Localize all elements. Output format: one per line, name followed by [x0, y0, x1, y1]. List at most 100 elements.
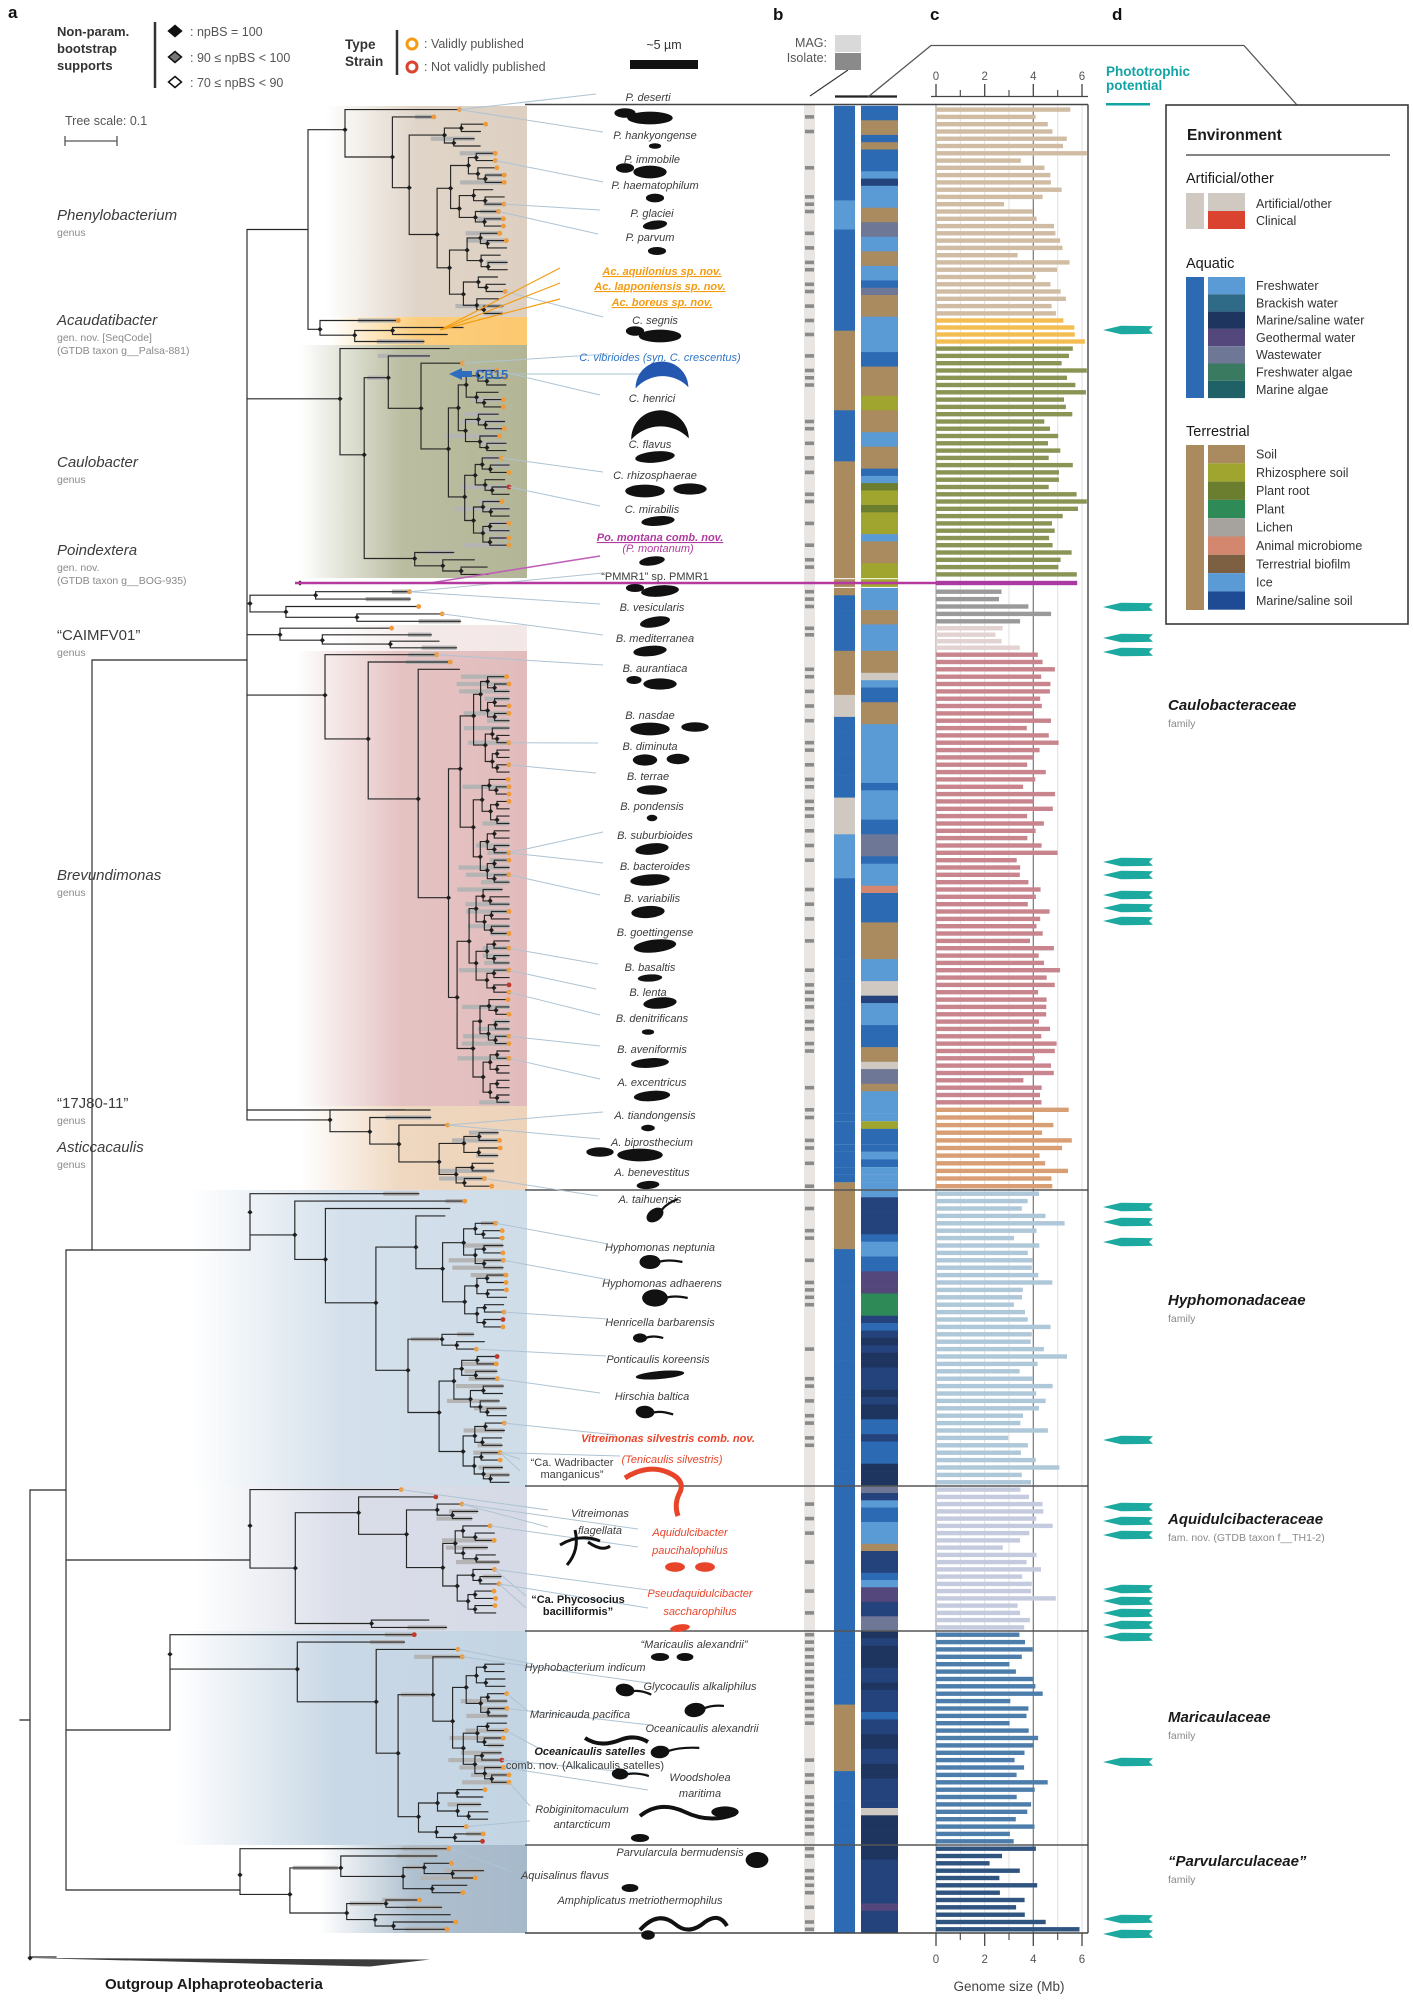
svg-text:: Not validly published: : Not validly published [424, 60, 546, 74]
svg-text:Aquidulcibacteraceae: Aquidulcibacteraceae [1167, 1511, 1323, 1528]
svg-text:Marine algae: Marine algae [1256, 383, 1328, 397]
svg-text:Genome size (Mb): Genome size (Mb) [953, 1979, 1064, 1994]
svg-text:genus: genus [57, 227, 86, 239]
svg-text:genus: genus [57, 647, 86, 659]
svg-text:Aquidulcibacter: Aquidulcibacter [651, 1527, 729, 1539]
svg-text:Artificial/other: Artificial/other [1256, 197, 1332, 211]
svg-text:: Validly published: : Validly published [424, 37, 524, 51]
svg-text:family: family [1168, 1313, 1196, 1325]
svg-text:Isolate:: Isolate: [787, 51, 827, 65]
svg-text:Ac. lapponiensis sp. nov.: Ac. lapponiensis sp. nov. [593, 281, 725, 293]
svg-text:supports: supports [57, 58, 113, 73]
svg-text:Marinicauda pacifica: Marinicauda pacifica [530, 1709, 630, 1721]
svg-text:Ice: Ice [1256, 576, 1273, 590]
svg-text:Hyphomonas neptunia: Hyphomonas neptunia [605, 1242, 715, 1254]
svg-text:Non-param.: Non-param. [57, 24, 129, 39]
svg-text:Phototrophic: Phototrophic [1106, 64, 1190, 79]
svg-text:Caulobacteraceae: Caulobacteraceae [1168, 697, 1296, 714]
svg-text:Terrestrial: Terrestrial [1186, 424, 1250, 440]
svg-text:Clinical: Clinical [1256, 214, 1296, 228]
svg-text:genus: genus [57, 1159, 86, 1171]
svg-text:Type: Type [345, 37, 376, 52]
svg-text:: npBS = 100: : npBS = 100 [190, 25, 263, 39]
svg-text:gen. nov. [SeqCode]: gen. nov. [SeqCode] [57, 332, 152, 344]
svg-text:B. pondensis: B. pondensis [620, 801, 684, 813]
svg-text:Aquisalinus flavus: Aquisalinus flavus [520, 1870, 610, 1882]
svg-text:: 70 ≤ npBS < 90: : 70 ≤ npBS < 90 [190, 76, 283, 90]
svg-text:B. terrae: B. terrae [627, 771, 669, 783]
svg-text:“Maricaulis alexandrii”: “Maricaulis alexandrii” [641, 1639, 749, 1651]
svg-text:“Parvularculaceae”: “Parvularculaceae” [1168, 1853, 1307, 1870]
svg-text:Brevundimonas: Brevundimonas [57, 867, 162, 884]
svg-text:(GTDB taxon g__Palsa-881): (GTDB taxon g__Palsa-881) [57, 345, 189, 357]
svg-text:6: 6 [1079, 1954, 1085, 1966]
svg-text:Vitreimonas silvestris comb. n: Vitreimonas silvestris comb. nov. [581, 1433, 755, 1445]
svg-text:b: b [773, 5, 783, 24]
svg-text:Ac. aquilonius sp. nov.: Ac. aquilonius sp. nov. [601, 266, 721, 278]
svg-text:“CAIMFV01”: “CAIMFV01” [57, 627, 140, 644]
svg-text:Freshwater algae: Freshwater algae [1256, 366, 1353, 380]
svg-text:Environment: Environment [1187, 127, 1282, 144]
svg-text:“Ca. Wadribacter: “Ca. Wadribacter [531, 1457, 614, 1469]
svg-text:P. glaciei: P. glaciei [630, 208, 674, 220]
svg-text:MAG:: MAG: [795, 36, 827, 50]
svg-text:gen. nov.: gen. nov. [57, 562, 99, 574]
svg-text:Glycocaulis alkaliphilus: Glycocaulis alkaliphilus [643, 1681, 757, 1693]
svg-text:Aquatic: Aquatic [1186, 256, 1234, 272]
svg-text:Robiginitomaculum: Robiginitomaculum [535, 1804, 629, 1816]
svg-text:Artificial/other: Artificial/other [1186, 171, 1274, 187]
svg-text:2: 2 [981, 1954, 987, 1966]
svg-text:A. excentricus: A. excentricus [616, 1077, 687, 1089]
svg-text:(Tenicaulis silvestris): (Tenicaulis silvestris) [621, 1454, 722, 1466]
svg-text:paucihalophilus: paucihalophilus [651, 1545, 728, 1557]
svg-text:0: 0 [933, 71, 939, 83]
svg-text:Rhizosphere soil: Rhizosphere soil [1256, 466, 1348, 480]
svg-text:Hirschia baltica: Hirschia baltica [615, 1391, 690, 1403]
svg-text:manganicus”: manganicus” [541, 1469, 604, 1481]
svg-text:Pseudaquidulcibacter: Pseudaquidulcibacter [647, 1588, 754, 1600]
svg-text:4: 4 [1030, 71, 1037, 83]
svg-text:a: a [8, 3, 18, 22]
svg-text:A. biprosthecium: A. biprosthecium [610, 1137, 693, 1149]
svg-text:B. nasdae: B. nasdae [625, 710, 675, 722]
svg-text:Vitreimonas: Vitreimonas [571, 1508, 629, 1520]
svg-text:Poindextera: Poindextera [57, 542, 137, 559]
svg-text:Ponticaulis koreensis: Ponticaulis koreensis [606, 1354, 710, 1366]
svg-text:Ac. boreus sp. nov.: Ac. boreus sp. nov. [611, 297, 713, 309]
svg-text:B. mediterranea: B. mediterranea [616, 633, 694, 645]
svg-text:4: 4 [1030, 1954, 1037, 1966]
svg-text:P. parvum: P. parvum [626, 232, 675, 244]
svg-text:Wastewater: Wastewater [1256, 348, 1322, 362]
svg-text:6: 6 [1079, 71, 1085, 83]
svg-text:P. haematophilum: P. haematophilum [611, 180, 698, 192]
svg-text:flagellata: flagellata [578, 1525, 622, 1537]
svg-text:B. variabilis: B. variabilis [624, 893, 681, 905]
svg-text:B. aurantiaca: B. aurantiaca [623, 663, 688, 675]
svg-text:Amphiplicatus metriothermophil: Amphiplicatus metriothermophilus [556, 1895, 723, 1907]
svg-text:P. hankyongense: P. hankyongense [613, 130, 697, 142]
svg-text:B. bacteroides: B. bacteroides [620, 861, 691, 873]
svg-text:Caulobacter: Caulobacter [57, 454, 139, 471]
svg-text:Tree scale: 0.1: Tree scale: 0.1 [65, 114, 147, 128]
svg-text:2: 2 [981, 71, 987, 83]
svg-text:“17J80-11”: “17J80-11” [57, 1095, 128, 1112]
svg-text:antarcticum: antarcticum [554, 1819, 611, 1831]
svg-text:B. aveniformis: B. aveniformis [617, 1044, 687, 1056]
svg-text:Henricella barbarensis: Henricella barbarensis [605, 1317, 715, 1329]
svg-text:genus: genus [57, 474, 86, 486]
svg-text:: 90 ≤ npBS < 100: : 90 ≤ npBS < 100 [190, 51, 290, 65]
svg-text:“PMMR1” sp. PMMR1: “PMMR1” sp. PMMR1 [601, 571, 709, 583]
svg-text:C. rhizosphaerae: C. rhizosphaerae [613, 470, 697, 482]
svg-text:genus: genus [57, 1115, 86, 1127]
svg-text:maritima: maritima [679, 1788, 721, 1800]
svg-text:A. benevestitus: A. benevestitus [613, 1167, 690, 1179]
svg-text:fam. nov. (GTDB taxon f__TH1-2: fam. nov. (GTDB taxon f__TH1-2) [1168, 1532, 1325, 1544]
svg-text:B. vesicularis: B. vesicularis [620, 602, 685, 614]
svg-text:bootstrap: bootstrap [57, 41, 117, 56]
svg-text:P. immobile: P. immobile [624, 154, 680, 166]
svg-text:comb. nov. (Alkalicaulis satel: comb. nov. (Alkalicaulis satelles) [506, 1760, 664, 1772]
svg-text:B. lenta: B. lenta [629, 987, 666, 999]
svg-text:Phenylobacterium: Phenylobacterium [57, 207, 177, 224]
svg-text:Hyphobacterium indicum: Hyphobacterium indicum [524, 1662, 645, 1674]
svg-text:Marine/saline water: Marine/saline water [1256, 314, 1364, 328]
